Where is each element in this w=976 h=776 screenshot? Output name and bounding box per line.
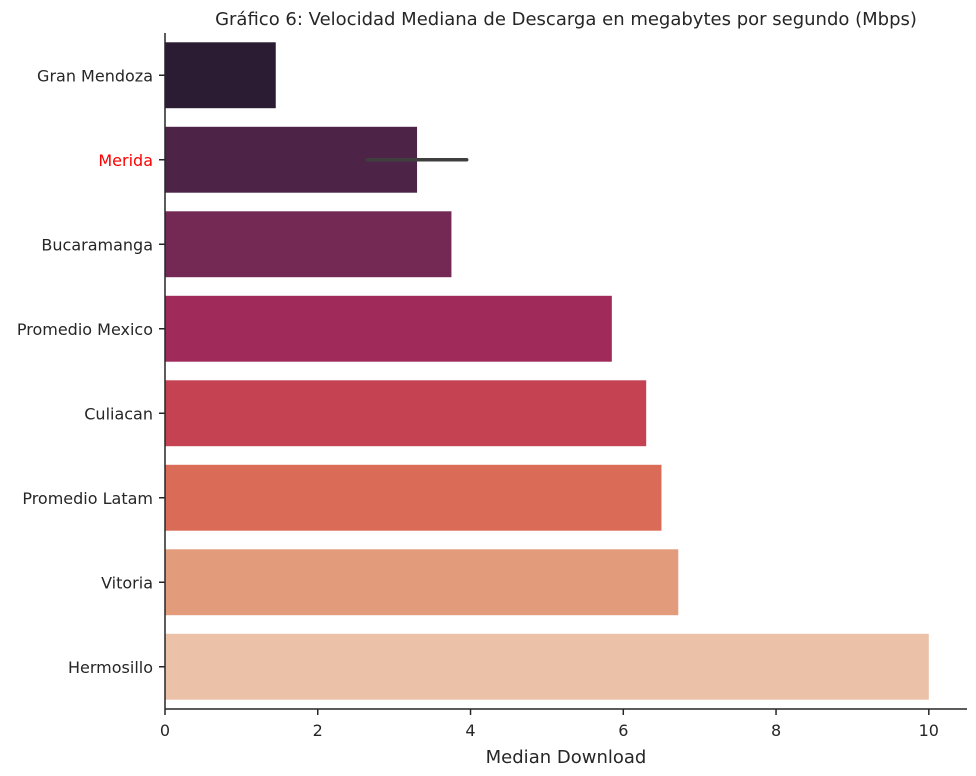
bar-bucaramanga	[165, 211, 452, 278]
y-tick-label: Merida	[98, 151, 153, 170]
bar-gran-mendoza	[165, 42, 276, 109]
y-tick-label: Culiacan	[84, 404, 153, 423]
bar-hermosillo	[165, 633, 929, 700]
y-tick-label: Promedio Latam	[22, 489, 153, 508]
y-tick-label: Promedio Mexico	[17, 320, 153, 339]
x-ticks-layer: 0 2 4 6 8 10	[160, 709, 939, 740]
bar-promedio-mexico	[165, 295, 612, 362]
bar-culiacan	[165, 380, 647, 447]
chart-title: Gráfico 6: Velocidad Mediana de Descarga…	[215, 9, 917, 30]
y-tick-label: Hermosillo	[68, 658, 153, 677]
x-tick-label: 8	[771, 721, 781, 740]
y-tick-label: Bucaramanga	[41, 235, 153, 254]
y-tick-label: Vitoria	[101, 573, 153, 592]
bar-promedio-latam	[165, 464, 662, 531]
x-tick-label: 0	[160, 721, 170, 740]
x-tick-label: 2	[313, 721, 323, 740]
x-tick-label: 4	[465, 721, 475, 740]
bars-layer	[165, 42, 929, 700]
x-tick-label: 6	[618, 721, 628, 740]
y-ticks-layer: Gran Mendoza Merida Bucaramanga Promedio Me…	[17, 66, 165, 677]
y-tick-label: Gran Mendoza	[37, 66, 153, 85]
bar-vitoria	[165, 549, 679, 616]
x-axis-title: Median Download	[486, 747, 647, 768]
x-tick-label: 10	[919, 721, 939, 740]
